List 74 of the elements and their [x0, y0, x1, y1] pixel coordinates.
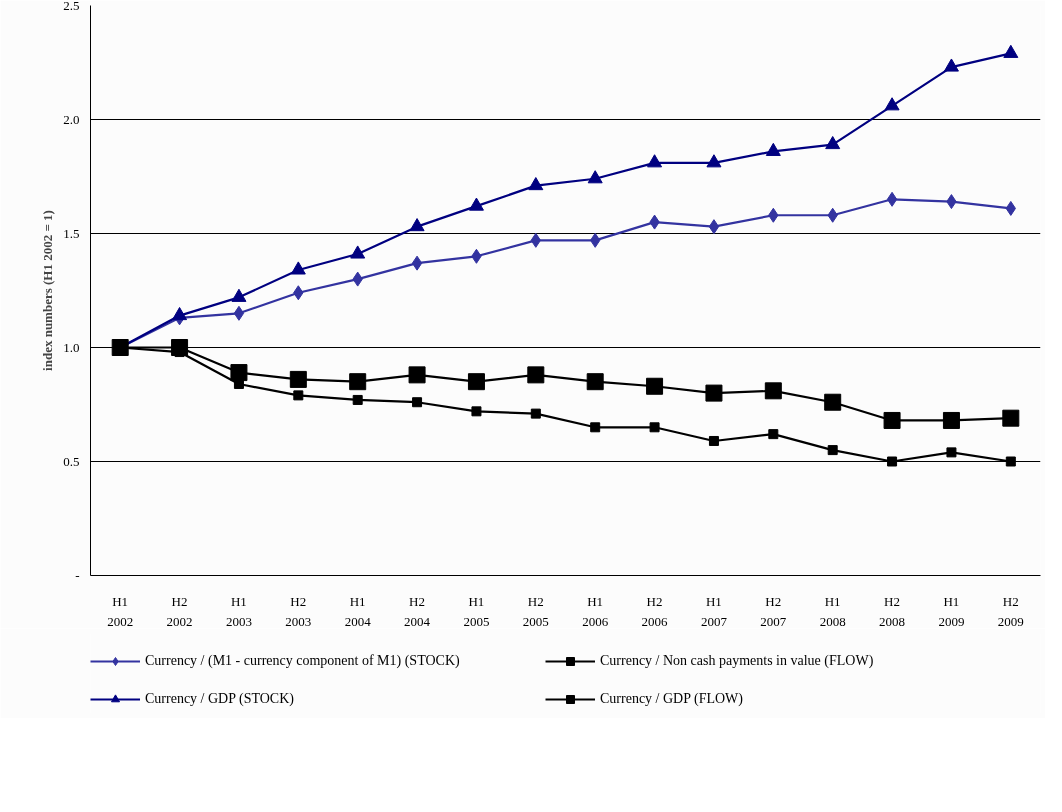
point [530, 408, 541, 419]
y-tick-label: 0.5 [63, 453, 80, 469]
point [590, 422, 601, 433]
category-label: H1 2004 [344, 593, 371, 629]
point [586, 373, 604, 391]
category-label: H1 2005 [463, 593, 490, 629]
point [349, 373, 367, 391]
category-label: H1 2006 [582, 593, 609, 629]
point [352, 394, 363, 405]
y-tick-label: 1.0 [63, 339, 80, 355]
point [768, 429, 779, 440]
point [290, 261, 306, 275]
point [412, 397, 423, 408]
category-label: H1 2007 [700, 593, 727, 629]
point [230, 364, 248, 382]
point [705, 384, 723, 402]
point [528, 177, 544, 191]
point [764, 382, 782, 400]
point [884, 97, 900, 111]
point [765, 142, 781, 156]
point [289, 370, 307, 388]
category-label: H1 2002 [107, 593, 134, 629]
y-axis-title: index numbers (H1 2002 = 1) [40, 210, 56, 371]
legend-label: Currency / GDP (STOCK) [145, 691, 295, 707]
category-label: H2 2003 [285, 593, 312, 629]
point [350, 245, 366, 259]
point [647, 154, 663, 168]
point [708, 435, 719, 446]
category-label: H2 2008 [879, 593, 906, 629]
point [468, 197, 484, 211]
point [1005, 456, 1016, 467]
point [706, 154, 722, 168]
point [293, 390, 304, 401]
category-label: H2 2002 [166, 593, 193, 629]
point [886, 191, 898, 207]
category-label: H1 2003 [225, 593, 252, 629]
point [887, 456, 898, 467]
point [827, 445, 838, 456]
point [471, 406, 482, 417]
category-label: H2 2005 [522, 593, 549, 629]
legend-label: Currency / Non cash payments in value (FLOW) [600, 653, 875, 669]
point [587, 170, 603, 184]
point [231, 288, 247, 302]
point [646, 377, 664, 395]
point [467, 373, 485, 391]
category-label: H1 2008 [819, 593, 846, 629]
y-tick-label: - [75, 567, 80, 583]
point [649, 422, 660, 433]
point [172, 307, 188, 321]
category-label: H2 2007 [760, 593, 787, 629]
category-label: H2 2006 [641, 593, 668, 629]
point [825, 136, 841, 150]
point [171, 339, 189, 356]
point [233, 305, 245, 321]
point [1002, 409, 1020, 427]
point [943, 58, 959, 72]
point [411, 255, 423, 271]
point [408, 366, 426, 384]
y-tick-label: 2.5 [63, 0, 80, 13]
category-label: H2 2009 [997, 593, 1024, 629]
legend-label: Currency / (M1 - currency component of M1) (STOCK) [145, 653, 461, 669]
point [883, 411, 901, 429]
legend-label: Currency / GDP (FLOW) [600, 691, 744, 707]
point [409, 218, 425, 232]
y-tick-label: 2.0 [63, 111, 80, 127]
point [942, 411, 960, 429]
category-label: H2 2004 [404, 593, 431, 629]
y-tick-label: 1.5 [63, 225, 80, 241]
point [1003, 44, 1019, 58]
point [946, 447, 957, 458]
point [527, 366, 545, 384]
point [824, 393, 842, 411]
category-label: H1 2009 [938, 593, 965, 629]
point [708, 219, 720, 235]
